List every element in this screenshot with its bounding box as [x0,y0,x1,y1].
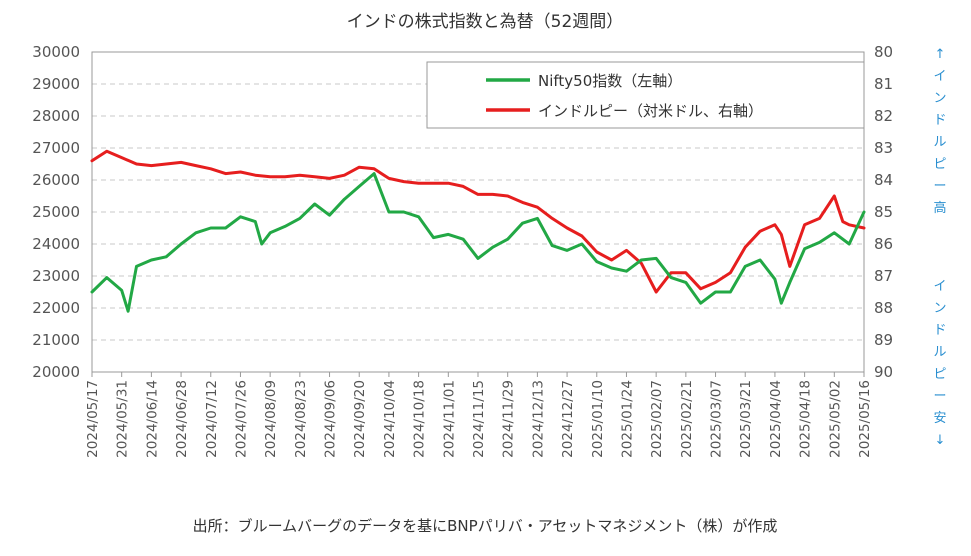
left-tick-label: 26000 [32,171,80,189]
right-axis: 80 81 82 83 84 85 86 87 88 89 90 [874,43,893,381]
x-tick-label: 2024/11/01 [441,380,457,458]
legend-box [426,61,865,129]
right-label-char: ル [933,135,946,150]
x-tick-label: 2025/02/21 [679,380,695,458]
right-tick-label: 81 [874,75,893,93]
right-label-char: ピ [933,157,946,172]
x-tick-label: 2024/07/26 [233,380,249,458]
x-tick-label: 2025/04/04 [768,380,784,458]
right-tick-label: 80 [874,43,893,61]
right-label-char: ー [933,179,946,194]
right-tick-label: 83 [874,139,893,157]
series-line-2 [90,149,866,294]
x-tick-label: 2024/08/09 [263,380,279,458]
x-tick-label: 2024/11/29 [501,380,517,458]
x-tick-label: 2024/12/13 [530,380,546,458]
x-tick-label: 2024/05/31 [115,380,131,458]
x-tick-label: 2025/03/07 [709,380,725,458]
x-tick-label: 2025/02/07 [649,380,665,458]
left-tick-label: 29000 [32,75,80,93]
x-tick-label: 2024/09/06 [323,380,339,458]
x-tick-label: 2024/06/14 [144,380,160,458]
left-tick-label: 22000 [32,299,80,317]
x-tick-label: 2025/01/10 [590,380,606,458]
right-label-char: ド [933,323,946,338]
right-label-char: ↓ [935,433,946,448]
right-label-char: 高 [933,200,946,216]
legend-entry: インドルピー（対米ドル、右軸） [538,102,763,120]
right-tick-label: 85 [874,203,893,221]
right-tick-label: 86 [874,235,893,253]
series-line-1 [90,172,866,313]
x-tick-label: 2024/05/17 [85,380,101,458]
source-note: 出所：ブルームバーグのデータを基にBNPパリバ・アセットマネジメント（株）が作成 [193,517,778,535]
x-tick-label: 2024/06/28 [174,380,190,458]
x-tick-label: 2025/01/24 [619,380,635,458]
right-label-char: ン [933,91,946,106]
left-tick-label: 27000 [32,139,80,157]
right-label-char: イ [933,69,946,84]
x-tick-label: 2024/10/18 [412,380,428,458]
x-tick-label: 2024/07/12 [204,380,220,458]
x-tick-label: 2024/09/20 [352,380,368,458]
chart-title: インドの株式指数と為替（52週間） [347,12,624,32]
x-tick-label: 2025/05/16 [857,380,873,458]
x-tick-label: 2025/05/02 [827,380,843,458]
right-tick-label: 89 [874,331,893,349]
legend: Nifty50指数（左軸） インドルピー（対米ドル、右軸） [426,61,865,129]
left-tick-label: 25000 [32,203,80,221]
left-axis: 20000 21000 22000 23000 24000 25000 26000 27000… [32,43,80,381]
right-label-char: 安 [933,411,946,426]
right-tick-label: 82 [874,107,893,125]
x-axis: 2024/05/17 2024/05/31 2024/06/14 2024/06/28… [85,372,873,458]
right-tick-label: 87 [874,267,893,285]
left-tick-label: 30000 [32,43,80,61]
right-label-char: ↑ [935,47,946,62]
x-tick-label: 2025/04/18 [798,380,814,458]
right-tick-label: 88 [874,299,893,317]
right-tick-label: 84 [874,171,893,189]
left-tick-label: 23000 [32,267,80,285]
x-tick-label: 2025/03/21 [738,380,754,458]
left-tick-label: 28000 [32,107,80,125]
x-tick-label: 2024/10/04 [382,380,398,458]
legend-entry: Nifty50指数（左軸） [538,72,682,90]
right-label-char: ル [933,345,946,360]
right-label-char: ド [933,113,946,128]
x-tick-label: 2024/12/27 [560,380,576,458]
left-tick-label: 21000 [32,331,80,349]
left-tick-label: 24000 [32,235,80,253]
left-tick-label: 20000 [32,363,80,381]
right-label-char: ン [933,301,946,316]
x-tick-label: 2024/08/23 [293,380,309,458]
right-label-char: イ [933,279,946,294]
right-tick-label: 90 [874,363,893,381]
right-label-char: ピ [933,367,946,382]
x-tick-label: 2024/11/15 [471,380,487,458]
series-lines [90,149,866,313]
right-label-char: ー [933,389,946,404]
